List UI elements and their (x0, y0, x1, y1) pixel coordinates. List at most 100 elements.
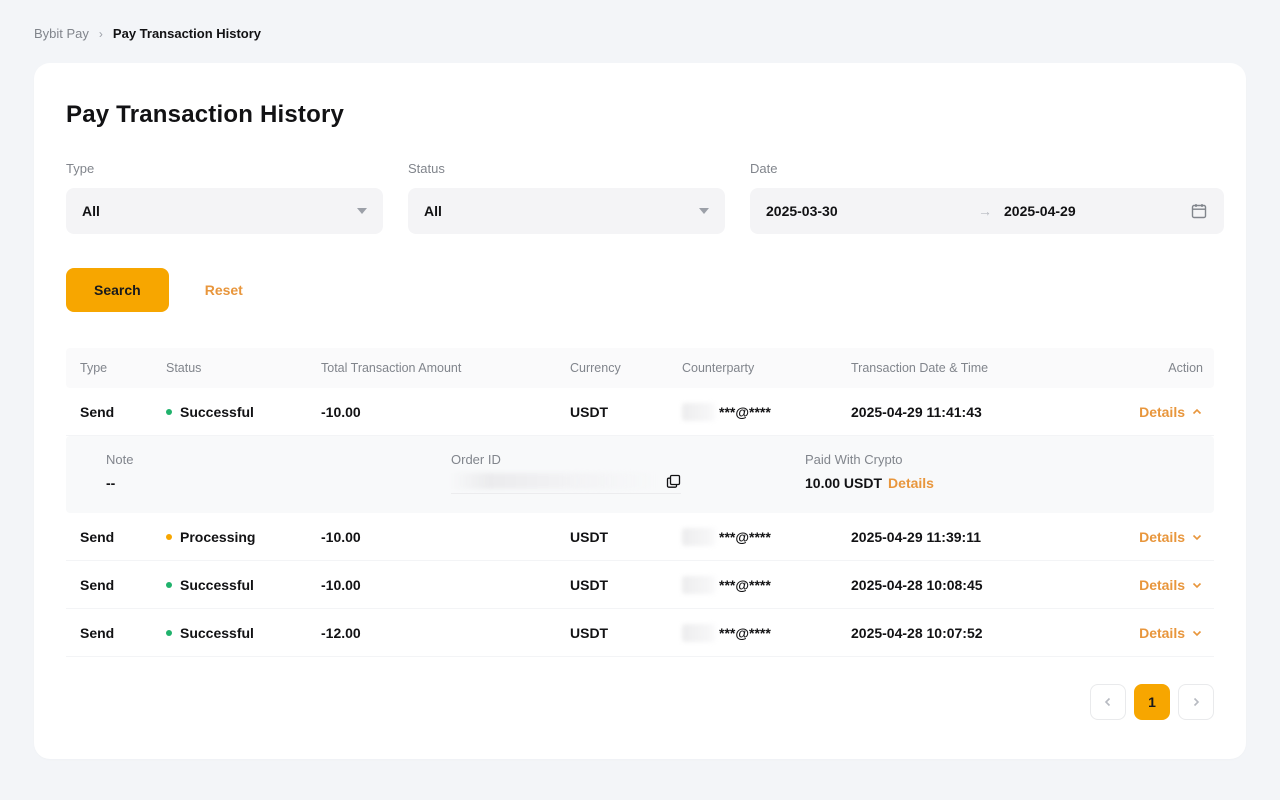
paid-with-crypto-section: Paid With Crypto 10.00 USDT Details (805, 452, 1194, 513)
search-button[interactable]: Search (66, 268, 169, 312)
redacted-text (682, 402, 718, 421)
prev-page-button[interactable] (1090, 684, 1126, 720)
cell-status: Processing (166, 529, 321, 545)
cell-counterparty: ***@**** (682, 623, 851, 642)
cell-datetime: 2025-04-29 11:39:11 (851, 528, 981, 545)
paid-details-link[interactable]: Details (888, 475, 934, 491)
cell-datetime: 2025-04-28 10:08:45 (851, 576, 983, 593)
status-dot-icon (166, 581, 172, 588)
date-label: Date (750, 161, 778, 176)
filter-type: Type All (66, 161, 383, 234)
cell-counterparty: ***@**** (682, 575, 851, 594)
note-value: -- (106, 475, 116, 491)
details-label: Details (1139, 576, 1185, 593)
cell-status: Successful (166, 625, 321, 641)
status-dot-icon (166, 533, 172, 540)
redacted-text (682, 623, 718, 642)
status-dot-icon (166, 629, 172, 636)
table-header-row: Type Status Total Transaction Amount Cur… (66, 348, 1214, 388)
redacted-text (682, 575, 718, 594)
expanded-detail-panel: Note -- Order ID Paid With Crypto (66, 436, 1214, 513)
filter-status: Status All (408, 161, 725, 234)
header-type: Type (80, 361, 108, 375)
paid-amount: 10.00 USDT (805, 475, 883, 491)
details-toggle[interactable]: Details (1128, 529, 1203, 545)
note-label: Note (106, 452, 134, 467)
header-status: Status (166, 361, 202, 375)
cell-counterparty: ***@**** (682, 402, 851, 421)
details-toggle[interactable]: Details (1128, 625, 1203, 641)
type-select-value: All (82, 203, 100, 219)
header-amount: Total Transaction Amount (321, 361, 462, 375)
cell-amount: -10.00 (321, 576, 361, 593)
table-row: Send Successful -10.00 USDT ***@**** 202… (66, 561, 1214, 609)
cell-type: Send (80, 528, 115, 545)
filter-actions: Search Reset (66, 268, 1214, 312)
cell-type: Send (80, 403, 115, 420)
status-select[interactable]: All (408, 188, 725, 234)
cell-type: Send (80, 576, 115, 593)
pagination: 1 (66, 684, 1214, 720)
cell-amount: -10.00 (321, 403, 361, 420)
counterparty-text: ***@**** (719, 528, 771, 545)
cell-type: Send (80, 624, 115, 641)
copy-icon[interactable] (666, 474, 681, 489)
header-counterparty: Counterparty (682, 361, 755, 375)
cell-counterparty: ***@**** (682, 527, 851, 546)
breadcrumb-bybit-pay[interactable]: Bybit Pay (34, 26, 89, 41)
cell-currency: USDT (570, 528, 609, 545)
breadcrumb-current: Pay Transaction History (112, 26, 262, 41)
page-number-button[interactable]: 1 (1134, 684, 1170, 720)
breadcrumb: Bybit Pay › Pay Transaction History (0, 0, 1280, 41)
details-label: Details (1139, 528, 1185, 545)
page-title: Pay Transaction History (66, 101, 345, 128)
details-label: Details (1139, 624, 1185, 641)
cell-currency: USDT (570, 624, 609, 641)
reset-button[interactable]: Reset (204, 282, 243, 298)
transactions-table: Type Status Total Transaction Amount Cur… (66, 348, 1214, 657)
status-dot-icon (166, 408, 172, 415)
redacted-text (682, 527, 718, 546)
cell-amount: -10.00 (321, 528, 361, 545)
cell-status: Successful (166, 577, 321, 593)
header-currency: Currency (570, 361, 621, 375)
header-datetime: Transaction Date & Time (851, 361, 989, 375)
cell-currency: USDT (570, 403, 609, 420)
order-id-redacted-value (451, 473, 658, 489)
status-text: Processing (180, 528, 256, 545)
details-label: Details (1139, 403, 1185, 420)
status-select-value: All (424, 203, 442, 219)
filters-row: Type All Status All Date 2025-03-30 → 20… (66, 161, 1224, 234)
status-text: Successful (180, 403, 254, 420)
date-start-value[interactable]: 2025-03-30 (766, 203, 838, 219)
counterparty-text: ***@**** (719, 576, 771, 593)
table-row: Send Processing -10.00 USDT ***@**** 202… (66, 513, 1214, 561)
breadcrumb-separator-icon: › (98, 26, 103, 41)
date-range-arrow-icon: → (978, 203, 992, 219)
note-section: Note -- (106, 452, 451, 513)
cell-status: Successful (166, 404, 321, 420)
status-text: Successful (180, 576, 254, 593)
cell-datetime: 2025-04-28 10:07:52 (851, 624, 983, 641)
calendar-icon[interactable] (1190, 202, 1208, 220)
filter-date: Date 2025-03-30 → 2025-04-29 (750, 161, 1224, 234)
paid-with-crypto-value: 10.00 USDT Details (805, 475, 1194, 491)
date-end-value[interactable]: 2025-04-29 (1004, 203, 1076, 219)
paid-with-crypto-label: Paid With Crypto (805, 452, 903, 467)
chevron-down-icon (699, 208, 709, 214)
cell-currency: USDT (570, 576, 609, 593)
table-row: Send Successful -12.00 USDT ***@**** 202… (66, 609, 1214, 657)
details-toggle[interactable]: Details (1128, 404, 1203, 420)
type-select[interactable]: All (66, 188, 383, 234)
order-id-section: Order ID (451, 452, 805, 513)
status-text: Successful (180, 624, 254, 641)
date-range-picker[interactable]: 2025-03-30 → 2025-04-29 (750, 188, 1224, 234)
order-id-value-row (451, 473, 681, 494)
main-card: Pay Transaction History Type All Status … (34, 63, 1246, 759)
next-page-button[interactable] (1178, 684, 1214, 720)
chevron-down-icon (357, 208, 367, 214)
counterparty-text: ***@**** (719, 403, 771, 420)
table-row: Send Successful -10.00 USDT ***@**** 202… (66, 388, 1214, 436)
details-toggle[interactable]: Details (1128, 577, 1203, 593)
cell-datetime: 2025-04-29 11:41:43 (851, 403, 982, 420)
